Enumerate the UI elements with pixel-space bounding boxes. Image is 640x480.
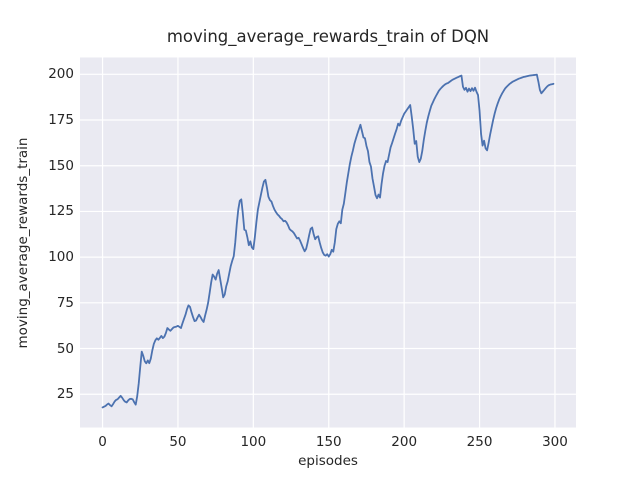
reward-line-series	[101, 73, 555, 409]
x-tick-label: 200	[391, 434, 418, 450]
x-tick-label: 150	[315, 434, 342, 450]
x-tick-label: 50	[169, 434, 187, 450]
y-tick-label: 50	[56, 340, 74, 357]
x-tick-label: 0	[98, 434, 107, 450]
y-tick-label: 150	[48, 157, 74, 174]
y-tick-label: 25	[56, 386, 74, 403]
y-tick-label: 100	[48, 249, 74, 266]
plot-area	[80, 57, 576, 428]
y-axis-label: moving_average_rewards_train	[15, 137, 31, 349]
y-tick-label: 75	[56, 294, 74, 311]
gridlines	[80, 57, 576, 428]
x-axis-label: episodes	[298, 453, 358, 469]
chart-title: moving_average_rewards_train of DQN	[166, 27, 490, 46]
y-tick-label: 175	[48, 112, 74, 129]
x-tick-label: 250	[466, 434, 493, 450]
x-tick-label: 300	[542, 434, 568, 450]
y-tick-label: 200	[48, 66, 74, 83]
x-tick-label: 100	[240, 434, 267, 450]
y-tick-label: 125	[48, 203, 74, 220]
